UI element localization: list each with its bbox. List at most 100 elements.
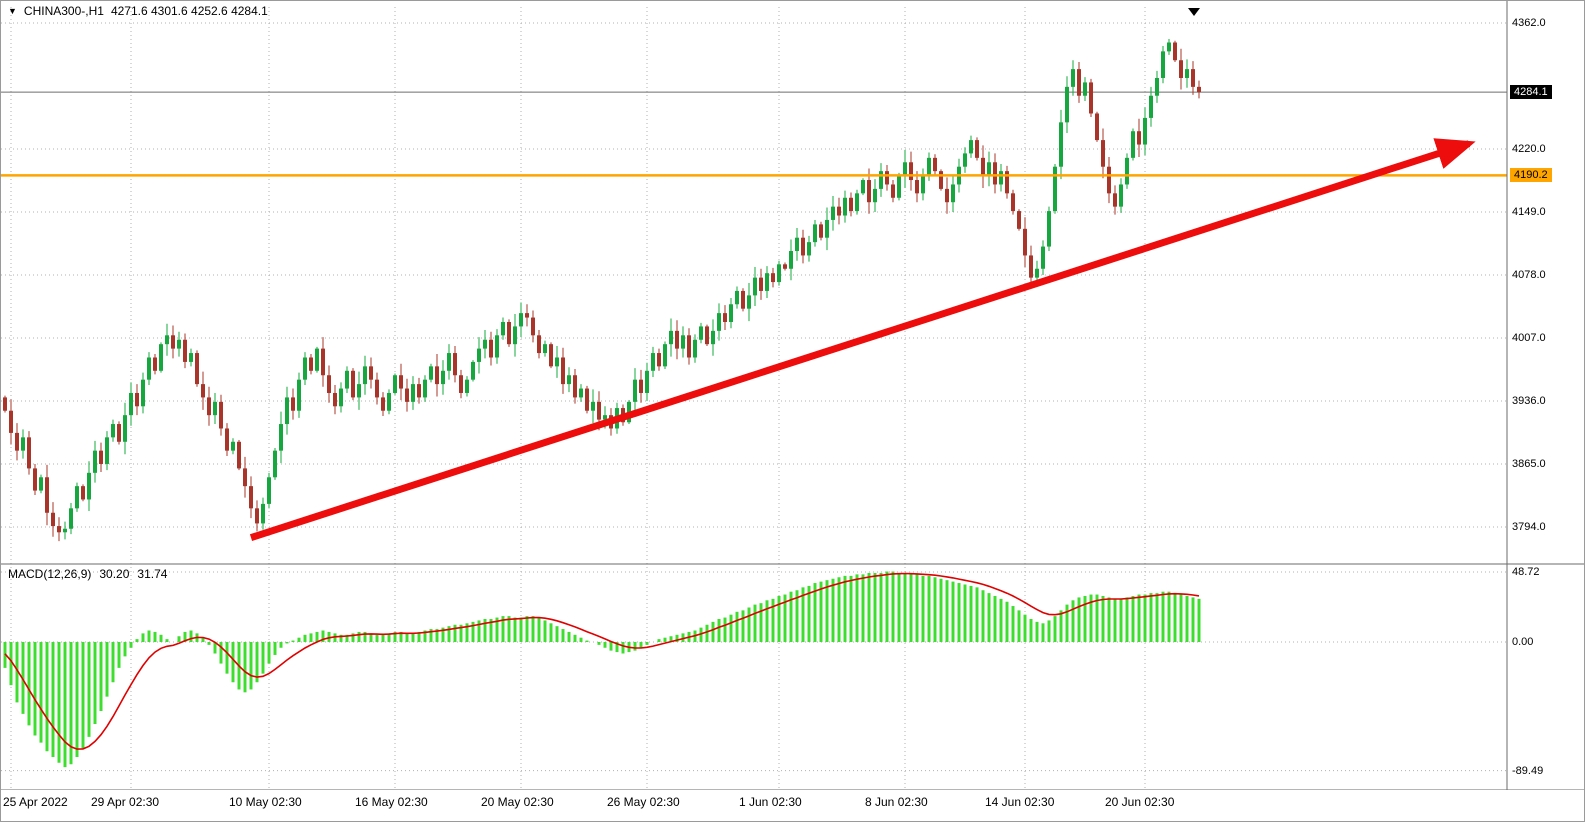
candle-body <box>993 162 997 185</box>
vertical-gridlines <box>10 7 1146 789</box>
candle-body <box>651 353 655 371</box>
candle-body <box>1053 166 1057 212</box>
candle-body <box>279 424 283 451</box>
candle-body <box>315 348 319 371</box>
candle-body <box>585 388 589 411</box>
candle-body <box>531 317 535 336</box>
candle-body <box>267 477 271 504</box>
candle-body <box>465 379 469 393</box>
candle-body <box>549 344 553 367</box>
candle-body <box>231 441 235 451</box>
candle-body <box>915 180 919 194</box>
candle-body <box>507 321 511 345</box>
candle-body <box>321 348 325 376</box>
candle-body <box>45 477 49 513</box>
candle-body <box>903 162 907 176</box>
trend-arrow[interactable] <box>249 138 1476 541</box>
candle-body <box>1167 42 1171 52</box>
candle-body <box>1155 77 1159 96</box>
candle-body <box>837 206 841 216</box>
candle-body <box>1179 60 1183 78</box>
price-axis-label: 4220.0 <box>1512 142 1546 155</box>
candle-body <box>213 401 217 416</box>
level-price-tag: 4190.2 <box>1510 168 1552 183</box>
candle-body <box>357 384 361 398</box>
symbol-dropdown-icon[interactable]: ▼ <box>8 6 17 16</box>
candle-body <box>15 432 19 451</box>
candle-body <box>81 486 85 500</box>
candle-body <box>729 304 733 322</box>
candle-body <box>633 379 637 402</box>
candle-body <box>147 357 151 380</box>
candle-body <box>699 326 703 340</box>
candle-body <box>555 357 559 367</box>
price-axis-label: 3794.0 <box>1512 520 1546 533</box>
candle-body <box>777 264 781 283</box>
candle-body <box>387 392 391 411</box>
candle-body <box>435 366 439 385</box>
candle-body <box>987 162 991 176</box>
candle-body <box>1131 131 1135 158</box>
candle-body <box>255 508 259 524</box>
candle-body <box>1071 69 1075 87</box>
candle-body <box>423 379 427 398</box>
candle-body <box>963 153 967 167</box>
candle-body <box>1035 268 1039 278</box>
candle-body <box>1077 69 1081 96</box>
time-axis: 25 Apr 2022 29 Apr 02:30 10 May 02:30 16 Ma… <box>1 790 1584 821</box>
macd-axis-label: -89.49 <box>1512 764 1544 777</box>
price-axis-label: 4149.0 <box>1512 205 1546 218</box>
candle-body <box>789 251 793 269</box>
candle-body <box>195 353 199 385</box>
candle-body <box>1011 193 1015 212</box>
candle-body <box>1119 184 1123 207</box>
candle-body <box>135 392 139 407</box>
candle-body <box>975 140 979 158</box>
candle-body <box>21 437 25 451</box>
macd-axis-label: 48.72 <box>1512 565 1540 578</box>
candle-body <box>261 503 265 524</box>
candle-body <box>447 353 451 371</box>
candle-body <box>573 375 577 398</box>
macd-signal-value: 31.74 <box>137 567 168 581</box>
candle-body <box>807 242 811 256</box>
current-price-tag: 4284.1 <box>1510 85 1552 100</box>
price-axis-label: 3936.0 <box>1512 394 1546 407</box>
candle-body <box>1113 193 1117 207</box>
candle-body <box>117 424 121 442</box>
candle-body <box>1029 255 1033 278</box>
time-axis-label: 26 May 02:30 <box>607 795 680 809</box>
time-axis-label: 20 May 02:30 <box>481 795 554 809</box>
time-axis-label: 16 May 02:30 <box>355 795 428 809</box>
candle-body <box>1089 82 1093 114</box>
candle-body <box>753 277 757 296</box>
candle-body <box>1125 157 1129 185</box>
candle-body <box>747 295 751 309</box>
candle-body <box>1173 42 1177 61</box>
candle-body <box>201 384 205 398</box>
candle-body <box>297 379 301 411</box>
candle-body <box>351 370 355 398</box>
candle-body <box>705 326 709 345</box>
candle-body <box>771 273 775 283</box>
candle-body <box>441 370 445 385</box>
candle-body <box>477 348 481 362</box>
candle-body <box>513 326 517 345</box>
candle-body <box>693 339 697 358</box>
candle-body <box>309 357 313 371</box>
candle-body <box>153 357 157 371</box>
candle-body <box>663 344 667 367</box>
candle-body <box>591 401 595 411</box>
chart-title: ▼ CHINA300-,H1 4271.6 4301.6 4252.6 4284… <box>8 4 268 18</box>
candle-body <box>681 335 685 349</box>
candle-body <box>1059 122 1063 167</box>
candle-body <box>525 313 529 318</box>
candle-body <box>369 366 373 380</box>
candle-body <box>75 486 79 509</box>
candle-body <box>969 140 973 154</box>
candle-body <box>939 171 943 189</box>
candle-body <box>339 388 343 407</box>
candle-body <box>57 526 61 533</box>
candle-body <box>111 424 115 438</box>
